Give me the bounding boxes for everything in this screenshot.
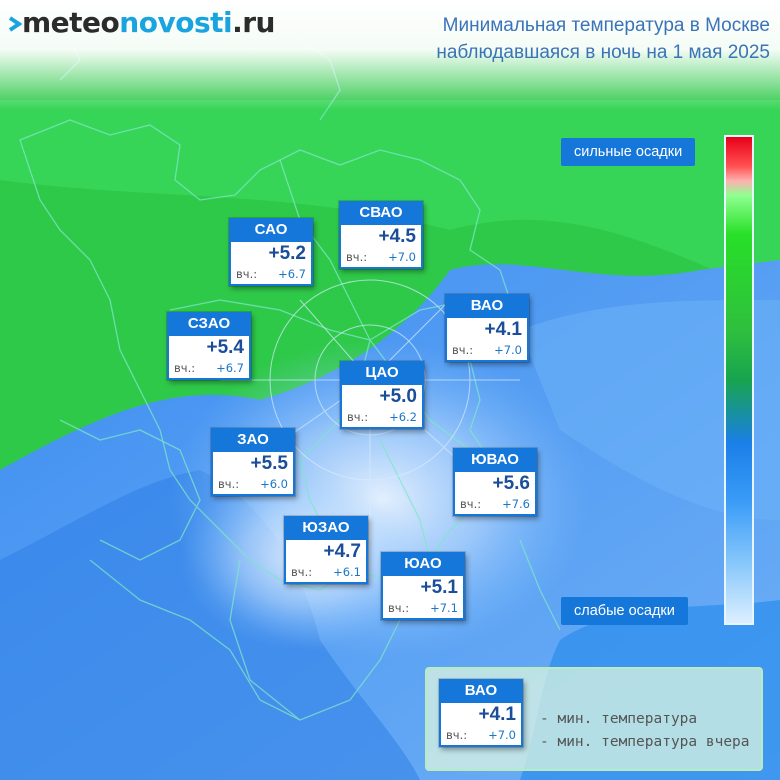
yesterday-temp: +7.6 bbox=[502, 497, 530, 511]
district-card-yuao: ЮАО +5.1 вч.: +7.1 bbox=[381, 552, 465, 620]
legend-line-yesterday: - мин. температура вчера bbox=[540, 734, 750, 750]
district-name: ЮВАО bbox=[453, 448, 537, 472]
district-card-sao: САО +5.2 вч.: +6.7 bbox=[229, 218, 313, 286]
logo-mark-icon bbox=[8, 16, 22, 32]
title-line-1: Минимальная температура в Москве bbox=[442, 15, 770, 36]
district-name: ЦАО bbox=[340, 361, 424, 385]
district-temp: +5.6 bbox=[492, 473, 530, 494]
district-card-zao: ЗАО +5.5 вч.: +6.0 bbox=[211, 428, 295, 496]
yesterday-temp: +6.7 bbox=[278, 267, 306, 281]
district-temp: +4.1 bbox=[484, 319, 522, 340]
district-temp: +5.1 bbox=[420, 577, 458, 598]
district-name: ЗАО bbox=[211, 428, 295, 452]
district-name: СВАО bbox=[339, 201, 423, 225]
district-temp: +4.5 bbox=[378, 226, 416, 247]
legend-sample-temp: +4.1 bbox=[478, 704, 516, 725]
logo-text-novosti: novosti bbox=[119, 6, 233, 39]
yesterday-temp: +6.7 bbox=[216, 361, 244, 375]
header-fade bbox=[0, 0, 780, 110]
district-card-svao: СВАО +4.5 вч.: +7.0 bbox=[339, 201, 423, 269]
legend-line-temp: - мин. температура bbox=[540, 711, 698, 727]
yesterday-label: вч.: bbox=[347, 410, 369, 424]
yesterday-label: вч.: bbox=[388, 601, 410, 615]
yesterday-label: вч.: bbox=[446, 728, 468, 742]
district-temp: +5.2 bbox=[268, 243, 306, 264]
yesterday-temp: +6.0 bbox=[260, 477, 288, 491]
legend-sample-yesterday: +7.0 bbox=[488, 728, 516, 742]
district-temp: +5.4 bbox=[206, 337, 244, 358]
yesterday-label: вч.: bbox=[452, 343, 474, 357]
precipitation-scale-bar bbox=[724, 135, 754, 625]
yesterday-temp: +6.2 bbox=[389, 410, 417, 424]
district-card-yuzao: ЮЗАО +4.7 вч.: +6.1 bbox=[284, 516, 368, 584]
logo-text-meteo: meteo bbox=[22, 6, 120, 39]
yesterday-label: вч.: bbox=[291, 565, 313, 579]
legend-sample-card: ВАО +4.1 вч.: +7.0 bbox=[439, 679, 523, 747]
district-card-vao: ВАО +4.1 вч.: +7.0 bbox=[445, 294, 529, 362]
yesterday-label: вч.: bbox=[346, 250, 368, 264]
yesterday-temp: +7.0 bbox=[494, 343, 522, 357]
district-name: САО bbox=[229, 218, 313, 242]
site-logo[interactable]: meteonovosti.ru bbox=[8, 6, 275, 39]
district-card-cao: ЦАО +5.0 вч.: +6.2 bbox=[340, 361, 424, 429]
center-roads bbox=[220, 279, 520, 540]
scale-label-strong: сильные осадки bbox=[561, 138, 696, 166]
map-blue-deep bbox=[0, 470, 420, 780]
yesterday-label: вч.: bbox=[174, 361, 196, 375]
yesterday-label: вч.: bbox=[218, 477, 240, 491]
scale-label-weak: слабые осадки bbox=[561, 597, 688, 625]
district-temp: +5.0 bbox=[379, 386, 417, 407]
yesterday-temp: +6.1 bbox=[333, 565, 361, 579]
map-blue-east bbox=[520, 300, 780, 520]
district-card-yuvao: ЮВАО +5.6 вч.: +7.6 bbox=[453, 448, 537, 516]
legend-sample-name: ВАО bbox=[439, 679, 523, 703]
title-line-2: наблюдавшаяся в ночь на 1 мая 2025 bbox=[436, 42, 770, 63]
yesterday-label: вч.: bbox=[460, 497, 482, 511]
page-title: Минимальная температура в Москве наблюда… bbox=[436, 12, 770, 66]
district-name: ЮЗАО bbox=[284, 516, 368, 540]
district-name: ВАО bbox=[445, 294, 529, 318]
district-temp: +4.7 bbox=[323, 541, 361, 562]
logo-text-domain: .ru bbox=[232, 6, 275, 39]
district-card-szao: СЗАО +5.4 вч.: +6.7 bbox=[167, 312, 251, 380]
yesterday-label: вч.: bbox=[236, 267, 258, 281]
district-temp: +5.5 bbox=[250, 453, 288, 474]
yesterday-temp: +7.1 bbox=[430, 601, 458, 615]
district-name: СЗАО bbox=[167, 312, 251, 336]
yesterday-temp: +7.0 bbox=[388, 250, 416, 264]
district-name: ЮАО bbox=[381, 552, 465, 576]
